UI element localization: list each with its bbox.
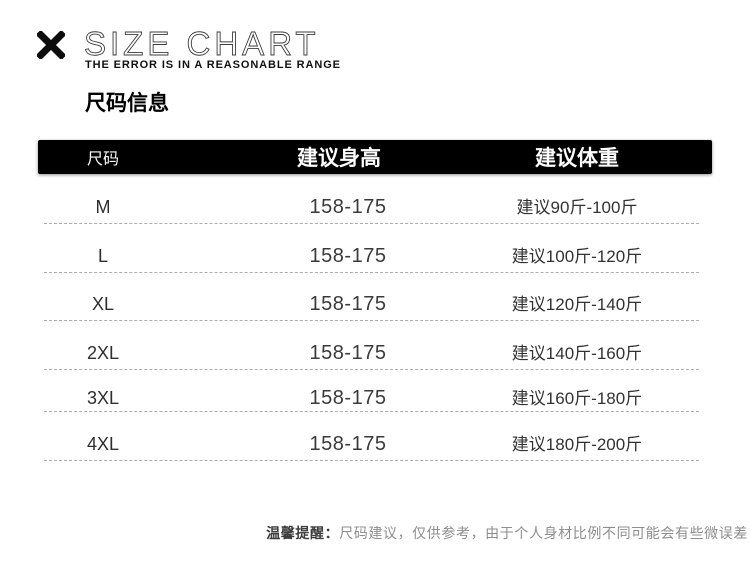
table-row: M 158-175 建议90斤-100斤 — [38, 174, 712, 224]
table-row: L 158-175 建议100斤-120斤 — [38, 224, 712, 273]
size-table: 尺码 建议身高 建议体重 M 158-175 建议90斤-100斤 L 158-… — [38, 140, 712, 461]
cell-height: 158-175 — [309, 293, 387, 315]
cell-height: 158-175 — [309, 245, 387, 267]
cell-size: 3XL — [86, 388, 120, 408]
reminder-note-label: 温馨提醒： — [266, 525, 340, 541]
table-row: 3XL 158-175 建议160斤-180斤 — [38, 370, 712, 412]
header-cell-weight: 建议体重 — [535, 147, 619, 170]
table-header-row: 尺码 建议身高 建议体重 — [38, 140, 712, 174]
brand-title: SIZE CHART — [84, 25, 320, 62]
cell-height: 158-175 — [309, 196, 387, 218]
cell-weight: 建议140斤-160斤 — [511, 344, 643, 363]
cell-size: XL — [91, 294, 115, 314]
cell-weight: 建议90斤-100斤 — [516, 198, 638, 217]
cell-size: M — [95, 197, 111, 217]
table-row: XL 158-175 建议120斤-140斤 — [38, 273, 712, 321]
cell-weight: 建议120斤-140斤 — [511, 295, 643, 314]
table-row: 4XL 158-175 建议180斤-200斤 — [38, 412, 712, 461]
cell-height: 158-175 — [309, 342, 387, 364]
cell-weight: 建议160斤-180斤 — [511, 389, 643, 408]
cell-size: L — [97, 246, 108, 266]
cell-height: 158-175 — [309, 433, 387, 455]
cell-weight: 建议180斤-200斤 — [511, 435, 643, 454]
header-cell-height: 建议身高 — [297, 147, 381, 170]
cell-size: 4XL — [86, 434, 120, 454]
cell-height: 158-175 — [309, 387, 387, 409]
reminder-note: 温馨提醒：尺码建议，仅供参考，由于个人身材比例不同可能会有些微误差 — [266, 523, 748, 543]
header-cell-size: 尺码 — [86, 151, 119, 168]
cell-weight: 建议100斤-120斤 — [511, 247, 643, 266]
cell-size: 2XL — [86, 343, 120, 363]
brand-subtitle: THE ERROR IS IN A REASONABLE RANGE — [85, 59, 341, 71]
x-mark-icon — [37, 31, 65, 59]
section-title: 尺码信息 — [85, 92, 169, 115]
reminder-note-text: 尺码建议，仅供参考，由于个人身材比例不同可能会有些微误差 — [339, 525, 748, 541]
table-row: 2XL 158-175 建议140斤-160斤 — [38, 321, 712, 370]
